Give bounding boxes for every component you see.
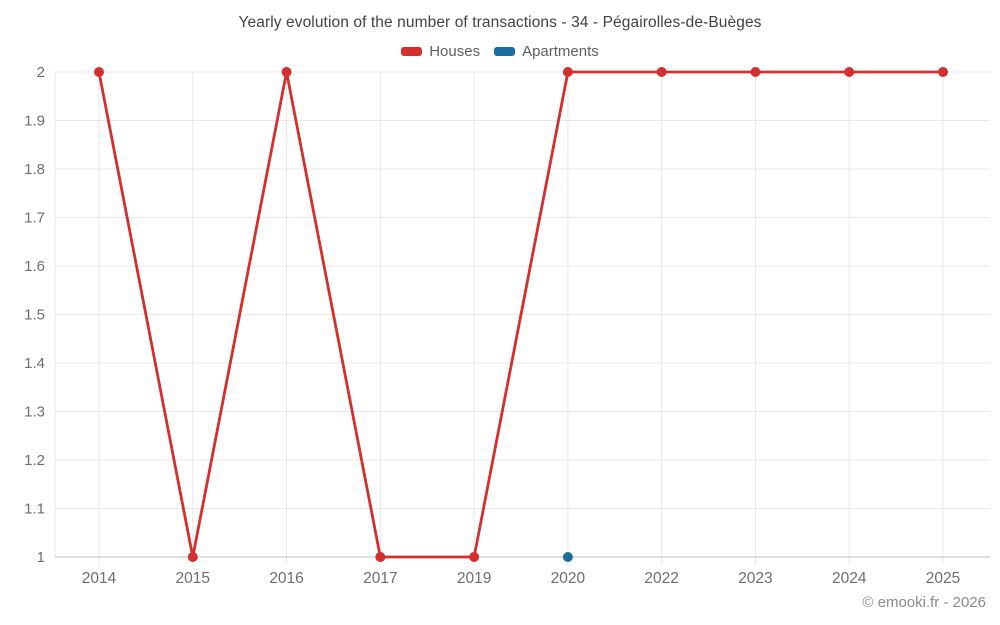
x-tick-label: 2019: [457, 570, 491, 587]
y-tick-label: 1.1: [24, 501, 45, 518]
houses-point[interactable]: [469, 552, 480, 562]
x-tick-label: 2016: [269, 570, 303, 587]
copyright-watermark: © emooki.fr - 2026: [862, 594, 986, 611]
x-tick-label: 2024: [832, 570, 867, 587]
x-tick-label: 2017: [363, 570, 397, 587]
chart-legend: Houses Apartments: [0, 43, 1000, 60]
y-tick-label: 1.7: [24, 210, 45, 227]
y-tick-label: 1.6: [24, 258, 45, 275]
y-tick-label: 1.8: [24, 161, 45, 178]
legend-label-houses: Houses: [429, 43, 481, 60]
houses-point[interactable]: [750, 67, 761, 77]
y-tick-label: 1.3: [24, 404, 45, 421]
houses-point[interactable]: [656, 67, 667, 77]
houses-line: [97, 70, 943, 559]
legend-item-apartments[interactable]: Apartments: [494, 43, 599, 60]
y-tick-label: 2: [37, 64, 45, 81]
x-tick-label: 2025: [926, 570, 960, 587]
houses-point[interactable]: [844, 67, 855, 77]
houses-point[interactable]: [187, 552, 198, 562]
houses-point[interactable]: [938, 67, 948, 77]
y-tick-label: 1.4: [24, 355, 45, 372]
houses-point[interactable]: [94, 67, 104, 77]
x-tick-label: 2014: [82, 570, 117, 587]
chart-title: Yearly evolution of the number of transa…: [238, 14, 762, 31]
houses-point[interactable]: [281, 67, 292, 77]
houses-legend-swatch-icon: [401, 47, 423, 56]
y-tick-label: 1: [37, 549, 45, 566]
y-tick-label: 1.5: [24, 307, 45, 324]
x-tick-label: 2022: [644, 570, 678, 587]
legend-item-houses[interactable]: Houses: [401, 43, 480, 60]
x-tick-label: 2020: [551, 570, 586, 587]
y-tick-label: 1.9: [24, 113, 45, 130]
apartments-point[interactable]: [562, 552, 573, 562]
x-tick-label: 2023: [738, 570, 772, 587]
x-tick-label: 2015: [176, 570, 210, 587]
apartments-legend-swatch-icon: [494, 47, 516, 56]
houses-point[interactable]: [562, 67, 573, 77]
y-tick-label: 1.2: [24, 452, 45, 469]
houses-point[interactable]: [375, 552, 386, 562]
legend-label-apartments: Apartments: [522, 43, 599, 60]
